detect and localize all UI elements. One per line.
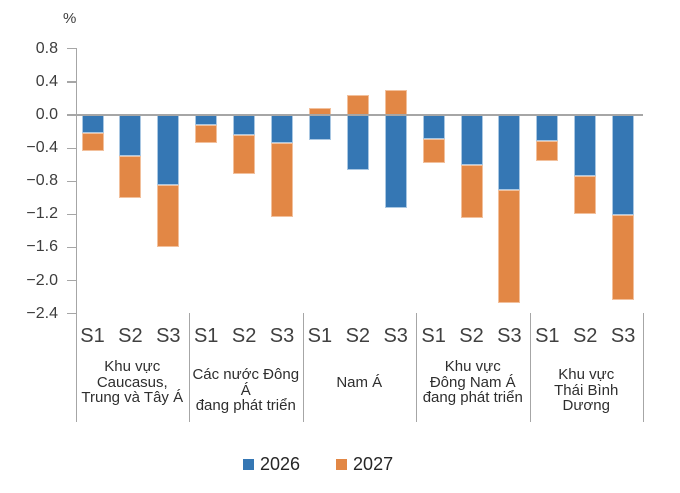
bar-segment-2027-Khu vực-Caucasus,-Trung và Tây Á-S3 xyxy=(157,184,180,248)
y-tick-label: 0.8 xyxy=(35,39,58,57)
x-tick-label-S1: S1 xyxy=(80,325,105,347)
y-tick-label: 0.0 xyxy=(35,106,58,123)
bar-segment-2027-Khu vực-Thái Bình Dương-S2 xyxy=(574,176,597,215)
bar-segment-2027-Các nước Đông Á-đang phát triển-S1 xyxy=(195,124,218,144)
bar-segment-2026-Khu vực-Đông Nam Á-đang phát triển-S3 xyxy=(498,115,521,190)
bar-segment-2026-Các nước Đông Á-đang phát triển-S2 xyxy=(233,115,256,135)
bar-segment-2026-Các nước Đông Á-đang phát triển-S1 xyxy=(195,115,218,125)
group-label-line: Trung và Tây Á xyxy=(81,389,184,407)
x-tick-label-S3: S3 xyxy=(269,325,295,347)
x-tick-label-S1: S1 xyxy=(193,325,219,347)
bar-segment-2027-Khu vực-Đông Nam Á-đang phát triển-S2 xyxy=(460,164,483,218)
group-separator xyxy=(529,313,531,422)
y-tick-label: −0.4 xyxy=(26,139,58,157)
bar-segment-2027-Nam Á-S3 xyxy=(384,90,407,115)
y-tick-mark xyxy=(67,147,76,149)
x-tick-label-S2: S2 xyxy=(345,325,371,347)
bar-segment-2027-Các nước Đông Á-đang phát triển-S3 xyxy=(271,143,293,217)
bar-segment-2027-Nam Á-S2 xyxy=(346,95,369,115)
bar-segment-2027-Khu vực-Thái Bình Dương-S1 xyxy=(536,140,559,161)
group-separator xyxy=(302,313,304,422)
bar-segment-2026-Nam Á-S1 xyxy=(308,115,331,140)
legend-item-2026: 2026 xyxy=(243,455,300,473)
bar-segment-2026-Khu vực-Caucasus,-Trung và Tây Á-S2 xyxy=(119,115,142,156)
y-tick-mark xyxy=(67,246,76,249)
x-tick-label-S1: S1 xyxy=(535,325,560,347)
group-label-line: Khu vực xyxy=(558,366,615,383)
group-label-line: Caucasus, xyxy=(96,373,168,391)
x-tick-label-S3: S3 xyxy=(156,325,181,347)
y-tick-label: −2.4 xyxy=(26,304,58,322)
y-axis-line xyxy=(75,48,77,422)
bar-segment-2027-Khu vực-Caucasus,-Trung và Tây Á-S1 xyxy=(81,133,104,151)
x-tick-label-S2: S2 xyxy=(118,325,143,347)
legend-swatch-icon xyxy=(243,458,254,470)
y-tick-label: −0.8 xyxy=(26,172,58,190)
group-label-line: Khu vực xyxy=(104,358,161,376)
bar-segment-2026-Khu vực-Thái Bình Dương-S3 xyxy=(612,115,635,216)
bar-segment-2026-Khu vực-Thái Bình Dương-S1 xyxy=(536,115,559,141)
bar-segment-2027-Khu vực-Thái Bình Dương-S3 xyxy=(612,215,635,301)
bar-segment-2027-Các nước Đông Á-đang phát triển-S2 xyxy=(233,134,256,174)
y-tick-mark xyxy=(67,114,76,116)
chart-legend: 2026 2027 xyxy=(243,455,393,473)
group-separator xyxy=(643,313,645,422)
x-tick-label-S3: S3 xyxy=(383,325,408,347)
group-label-line: đang phát triển xyxy=(195,397,296,414)
y-tick-mark xyxy=(67,280,76,282)
group-separator xyxy=(189,313,191,422)
zero-axis-line xyxy=(75,114,643,116)
legend-label: 2026 xyxy=(260,454,301,474)
bar-segment-2026-Khu vực-Thái Bình Dương-S2 xyxy=(574,115,597,177)
bar-segment-2026-Nam Á-S3 xyxy=(384,115,407,208)
bar-segment-2026-Các nước Đông Á-đang phát triển-S3 xyxy=(271,115,293,144)
bar-segment-2026-Khu vực-Đông Nam Á-đang phát triển-S1 xyxy=(422,115,445,139)
legend-label: 2027 xyxy=(353,454,394,474)
bar-segment-2027-Khu vực-Caucasus,-Trung và Tây Á-S2 xyxy=(119,155,142,198)
bar-segment-2027-Khu vực-Đông Nam Á-đang phát triển-S3 xyxy=(498,189,521,303)
y-tick-label: 0.4 xyxy=(35,72,58,90)
group-label-line: Các nước Đông Á xyxy=(192,366,300,399)
group-label-line: Đông Nam Á xyxy=(429,373,516,391)
x-tick-label-S3: S3 xyxy=(610,325,636,347)
y-tick-mark xyxy=(67,48,76,50)
y-tick-mark xyxy=(67,81,76,83)
y-tick-mark xyxy=(67,313,76,315)
y-tick-mark xyxy=(67,213,76,216)
group-label: Khu vực Caucasus, Trung và Tây Á xyxy=(76,359,190,406)
group-separator xyxy=(416,313,418,422)
y-tick-mark xyxy=(67,180,76,182)
y-axis-unit-label: % xyxy=(63,10,77,27)
x-tick-label-S2: S2 xyxy=(231,325,257,347)
group-label-line: đang phát triển xyxy=(422,389,523,407)
bar-segment-2026-Khu vực-Caucasus,-Trung và Tây Á-S3 xyxy=(157,115,180,185)
y-tick-label: −2.0 xyxy=(26,271,58,289)
x-tick-label-S1: S1 xyxy=(421,325,446,347)
bar-segment-2026-Nam Á-S2 xyxy=(346,115,369,170)
y-tick-label: −1.2 xyxy=(26,205,58,223)
group-label: Nam Á xyxy=(303,375,417,391)
legend-swatch-icon xyxy=(336,458,348,470)
x-tick-label-S2: S2 xyxy=(572,325,598,347)
bar-segment-2026-Khu vực-Đông Nam Á-đang phát triển-S2 xyxy=(460,115,483,165)
bar-segment-2027-Khu vực-Đông Nam Á-đang phát triển-S1 xyxy=(422,139,445,163)
legend-item-2027: 2027 xyxy=(336,455,393,473)
group-label-line: Khu vực xyxy=(444,358,501,376)
group-label-line: Nam Á xyxy=(336,373,383,391)
x-tick-label-S2: S2 xyxy=(459,325,484,347)
group-label-line: Thái Bình Dương xyxy=(554,381,619,414)
y-tick-label: −1.6 xyxy=(26,238,58,256)
group-label: Khu vực Thái Bình Dương xyxy=(530,367,644,414)
x-tick-label-S1: S1 xyxy=(307,325,333,347)
bar-segment-2026-Khu vực-Caucasus,-Trung và Tây Á-S1 xyxy=(81,115,104,134)
x-tick-label-S3: S3 xyxy=(497,325,522,347)
